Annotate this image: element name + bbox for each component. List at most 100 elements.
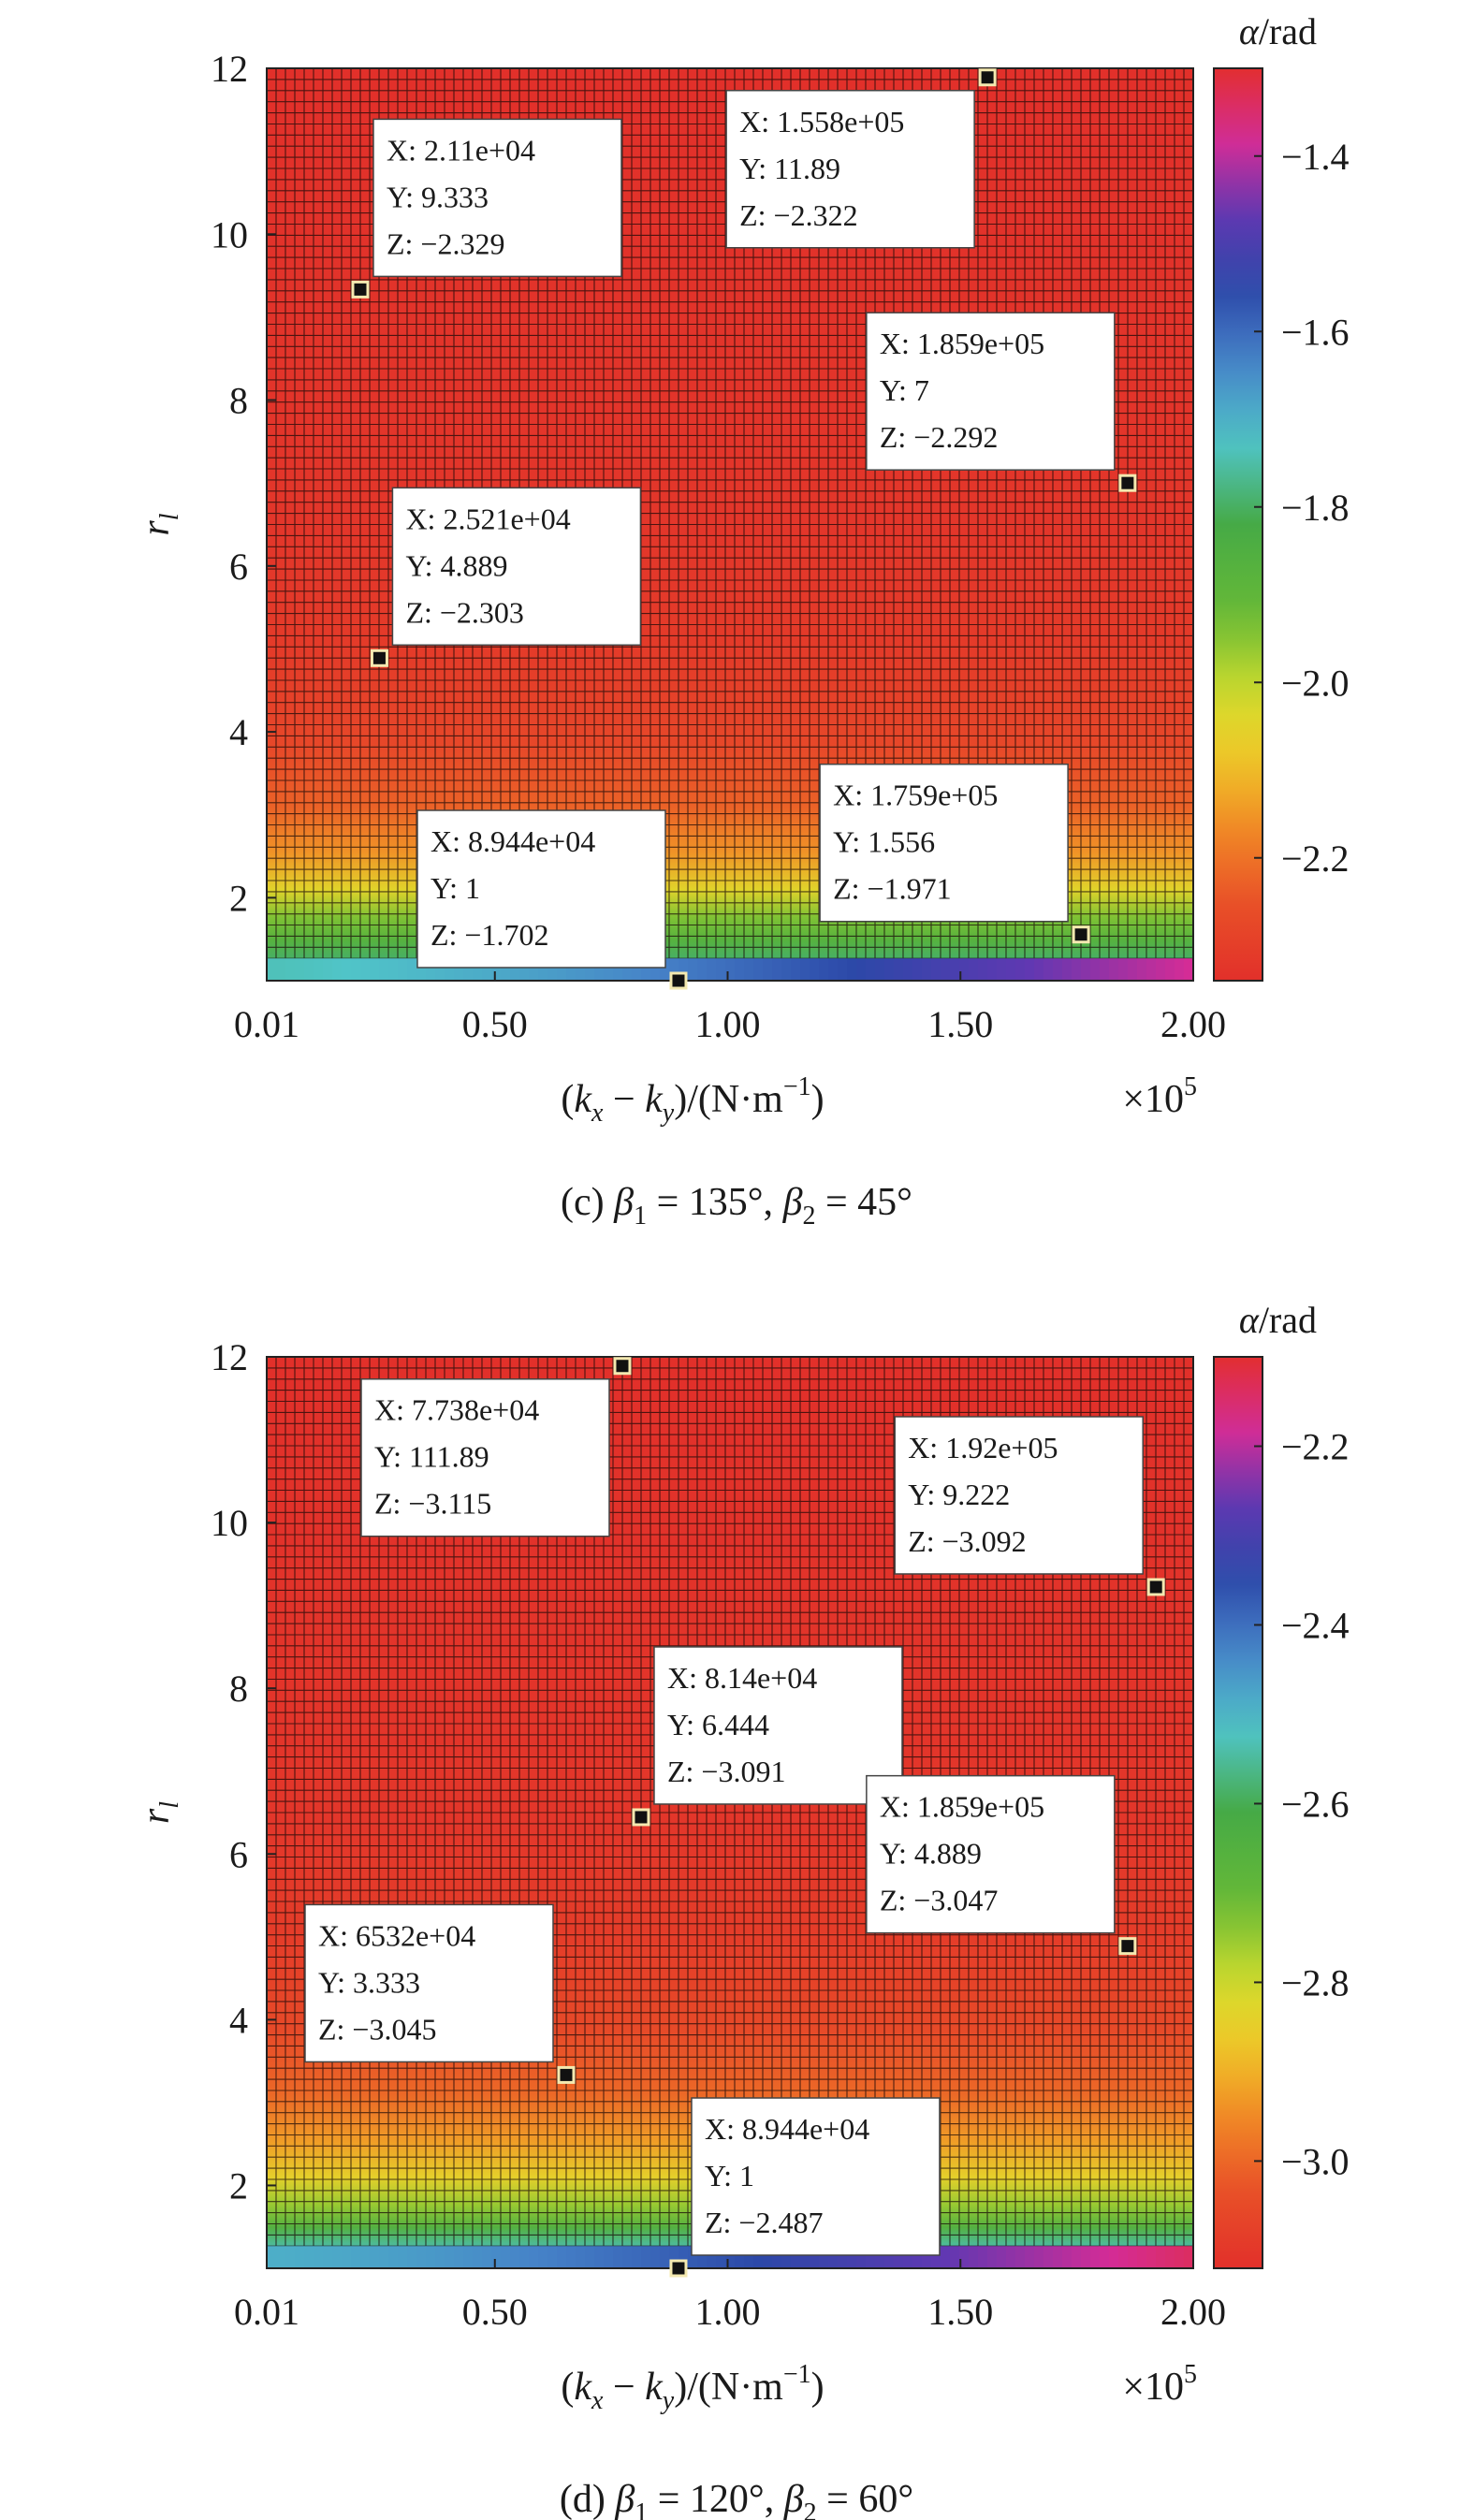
datatip-line: X: 8.944e+04 — [705, 2112, 869, 2146]
datatip-line: Y: 4.889 — [880, 1837, 982, 1871]
heatmap-bottom-cell — [1100, 958, 1109, 981]
datatip-box — [725, 90, 975, 249]
heatmap-bottom-cell — [473, 2246, 482, 2268]
datatip-line: X: 8.944e+04 — [431, 824, 595, 858]
heatmap-bottom-cell — [1081, 958, 1090, 981]
heatmap-bottom-cell — [351, 2246, 360, 2268]
heatmap-bottom-cell — [388, 958, 398, 981]
heatmap-bottom-cell — [547, 958, 557, 981]
heatmap-bottom-cell — [781, 958, 791, 981]
y-tick-label: 8 — [229, 1668, 248, 1710]
heatmap-bottom-cell — [650, 2246, 660, 2268]
heatmap-bottom-cell — [931, 2246, 941, 2268]
heatmap-bottom-cell — [781, 2246, 791, 2268]
heatmap-bottom-cell — [1090, 2246, 1100, 2268]
heatmap-bottom-cell — [763, 958, 772, 981]
datatip: X: 2.521e+04 Y: 4.889 Z: −2.303 — [370, 487, 642, 667]
heatmap-bottom-cell — [1034, 958, 1043, 981]
heatmap-bottom-cell — [416, 958, 426, 981]
heatmap-bottom-cell — [800, 958, 810, 981]
datatip-marker — [1146, 1578, 1165, 1596]
heatmap-bottom-cell — [407, 2246, 416, 2268]
x-tick-label: 2.00 — [1160, 2291, 1226, 2333]
heatmap-bottom-cell — [959, 958, 969, 981]
heatmap-bottom-cell — [342, 2246, 351, 2268]
datatip-line: X: 2.521e+04 — [405, 502, 570, 535]
heatmap-bottom-cell — [1025, 958, 1034, 981]
datatip-marker — [1118, 473, 1137, 492]
heatmap-bottom-cell — [1184, 2246, 1193, 2268]
heatmap-bottom-cell — [1072, 958, 1081, 981]
heatmap-bottom-cell — [969, 2246, 978, 2268]
heatmap-bottom-cell — [1146, 2246, 1156, 2268]
heatmap-bottom-cell — [819, 2246, 828, 2268]
heatmap-bottom-cell — [1109, 958, 1118, 981]
y-tick-label: 10 — [211, 213, 248, 255]
heatmap-bottom-cell — [763, 2246, 772, 2268]
heatmap-chart-d: 0.01 0.50 1.00 1.50 2.00 2 4 6 8 10 12 (kx − ky)/(N… — [135, 1299, 1350, 2520]
heatmap-bottom-cell — [557, 958, 566, 981]
heatmap-bottom-cell — [510, 2246, 519, 2268]
heatmap-bottom-cell — [866, 958, 875, 981]
heatmap-bottom-cell — [978, 958, 987, 981]
datatip-line: Y: 11.89 — [739, 152, 840, 185]
heatmap-bottom-cell — [332, 2246, 342, 2268]
heatmap-bottom-cell — [285, 958, 295, 981]
colorbar-tick-label: −1.8 — [1281, 487, 1350, 529]
datatip-box — [819, 763, 1069, 923]
heatmap-bottom-cell — [1053, 2246, 1062, 2268]
heatmap-bottom-cell — [716, 2246, 725, 2268]
datatip: X: 1.759e+05 Y: 1.556 Z: −1.971 — [819, 763, 1090, 944]
datatip-line: Z: −2.322 — [739, 198, 857, 232]
colorbar-tick-label: −2.0 — [1281, 662, 1350, 704]
datatip-marker — [370, 648, 388, 667]
heatmap-bottom-cell — [791, 2246, 800, 2268]
heatmap-bottom-cell — [285, 2246, 295, 2268]
heatmap-bottom-cell — [1053, 958, 1062, 981]
datatip: X: 8.944e+04 Y: 1 Z: −2.487 — [669, 2097, 941, 2278]
datatip-line: Y: 7 — [880, 373, 929, 407]
datatip-marker — [613, 1357, 632, 1376]
heatmap-bottom-cell — [501, 2246, 510, 2268]
heatmap-bottom-cell — [351, 958, 360, 981]
panel-caption: (d) β1 = 120°, β2 = 60° — [560, 2478, 913, 2520]
heatmap-bottom-cell — [482, 2246, 491, 2268]
y-tick-label: 4 — [229, 1999, 248, 2041]
heatmap-bottom-cell — [959, 2246, 969, 2268]
datatip-line: X: 1.759e+05 — [833, 779, 998, 812]
heatmap-bottom-cell — [1043, 2246, 1053, 2268]
datatip-box — [894, 1416, 1144, 1575]
heatmap-bottom-cell — [950, 958, 959, 981]
heatmap-bottom-cell — [1137, 2246, 1146, 2268]
y-tick-label: 6 — [229, 546, 248, 588]
heatmap-bottom-cell — [1025, 2246, 1034, 2268]
heatmap-bottom-cell — [884, 958, 894, 981]
chart-panel-c: 0.01 0.50 1.00 1.50 2.00 2 4 6 8 10 12 (kx − ky)/(N… — [135, 10, 1350, 1231]
heatmap-bottom-cell — [1165, 958, 1175, 981]
heatmap-bottom-cell — [1128, 2246, 1137, 2268]
x-axis-title: (kx − ky)/(N·m−1) — [561, 2360, 824, 2415]
heatmap-bottom-cell — [1175, 958, 1184, 981]
datatip-line: Y: 4.889 — [405, 548, 507, 582]
colorbar-tick-label: −3.0 — [1281, 2140, 1350, 2182]
heatmap-bottom-cell — [370, 958, 379, 981]
x-tick-label: 0.01 — [234, 2291, 299, 2333]
heatmap-bottom-cell — [1034, 2246, 1043, 2268]
heatmap-bottom-cell — [323, 958, 332, 981]
heatmap-bottom-cell — [1156, 2246, 1165, 2268]
datatip-marker — [1118, 1937, 1137, 1956]
heatmap-bottom-cell — [1062, 2246, 1072, 2268]
heatmap-bottom-cell — [688, 2246, 697, 2268]
heatmap-bottom-cell — [1090, 958, 1100, 981]
datatip-line: Y: 9.333 — [387, 180, 489, 213]
heatmap-bottom-cell — [987, 2246, 997, 2268]
colorbar-tick-label: −1.6 — [1281, 311, 1350, 353]
heatmap-bottom-cell — [707, 958, 716, 981]
datatip-marker — [632, 1808, 650, 1827]
heatmap-bottom-cell — [997, 958, 1006, 981]
heatmap-chart-c: 0.01 0.50 1.00 1.50 2.00 2 4 6 8 10 12 (kx − ky)/(N… — [135, 10, 1350, 1231]
datatip: X: 1.859e+05 Y: 7 Z: −2.292 — [866, 312, 1137, 492]
heatmap-bottom-cell — [828, 958, 838, 981]
datatip-line: Z: −2.303 — [405, 595, 523, 629]
heatmap-bottom-cell — [379, 2246, 388, 2268]
